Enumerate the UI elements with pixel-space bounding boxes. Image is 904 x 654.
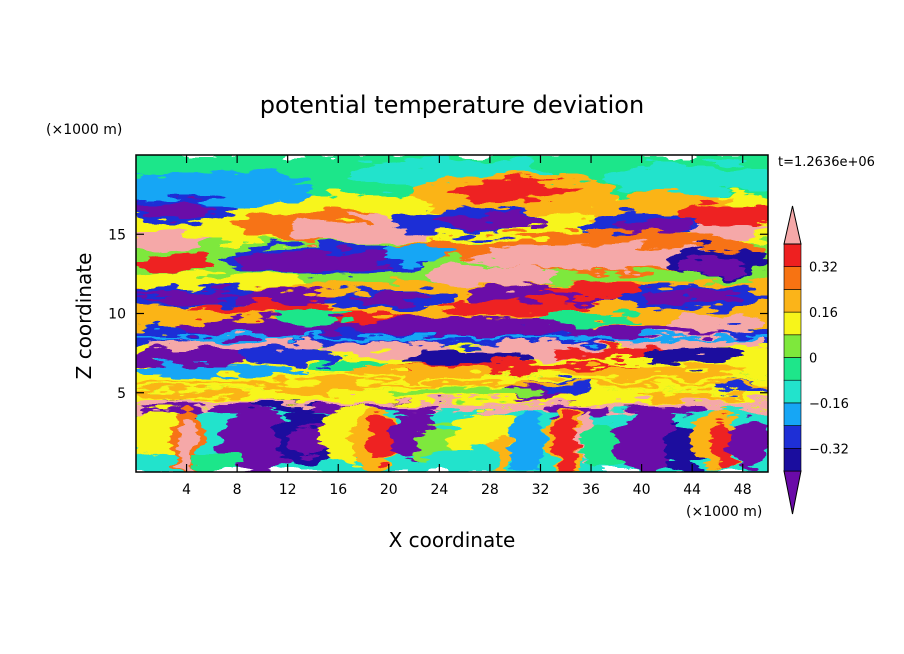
x-tick-label: 20 — [380, 482, 398, 498]
field-blob — [616, 219, 693, 234]
colorbar-label: 0.16 — [809, 306, 838, 321]
field-blob — [666, 315, 768, 331]
y-tick-label: 15 — [108, 227, 126, 243]
field-blob — [578, 424, 629, 469]
field-stratum — [136, 401, 768, 406]
field-blob — [508, 411, 547, 469]
field-blob — [439, 299, 592, 316]
field-blob — [401, 349, 528, 366]
x-tick-label: 36 — [582, 482, 600, 498]
field-blob — [286, 419, 327, 455]
field-blob — [540, 311, 642, 325]
x-tick-label: 32 — [532, 482, 550, 498]
field-blob — [136, 170, 313, 209]
field-blob — [136, 348, 250, 368]
field-blob — [641, 288, 743, 304]
field-blob — [275, 310, 351, 324]
field-blob — [603, 162, 768, 195]
field-blob — [711, 418, 737, 469]
colorbar-bin — [783, 334, 802, 358]
colorbar-bin — [783, 311, 802, 336]
field-blob — [325, 341, 452, 356]
y-tick-label: 10 — [108, 307, 126, 323]
field-blob — [641, 391, 743, 401]
colorbar-bin — [783, 289, 802, 313]
field-blob — [173, 318, 351, 338]
field-blob — [376, 245, 452, 262]
colorbar-bin — [783, 425, 802, 449]
field-blob — [192, 452, 244, 472]
field-blob — [641, 348, 743, 365]
field-blob — [136, 203, 219, 218]
colorbar-bin — [783, 402, 802, 426]
field-blob — [540, 366, 743, 378]
y-tick-label: 5 — [117, 386, 126, 402]
x-tick-label: 28 — [481, 482, 499, 498]
field-blob — [136, 253, 212, 273]
y-axis-ticks: 5 10 15 — [108, 227, 768, 402]
x-tick-label: 12 — [279, 482, 297, 498]
field-stratum — [136, 381, 768, 386]
x-tick-label: 44 — [683, 482, 701, 498]
field-blob — [433, 213, 547, 233]
field-blob — [540, 378, 592, 395]
x-tick-label: 4 — [182, 482, 191, 498]
field-blob — [178, 414, 195, 472]
field-band — [136, 405, 768, 412]
x-tick-label: 24 — [430, 482, 448, 498]
field-blob — [464, 243, 718, 270]
field-blob — [675, 256, 747, 276]
chart-title: potential temperature deviation — [260, 91, 644, 119]
colorbar-label: −0.16 — [809, 397, 849, 412]
colorbar-bin — [783, 379, 802, 404]
heatmap-field — [136, 155, 768, 472]
field-blob — [554, 411, 578, 472]
field-blob — [237, 289, 339, 306]
field-blob — [136, 365, 313, 377]
time-label: t=1.2636e+06 — [778, 155, 875, 170]
field-blob — [452, 178, 579, 201]
field-blob — [136, 289, 238, 303]
field-blob — [338, 316, 592, 336]
field-blob — [540, 281, 642, 298]
field-blob — [692, 223, 768, 240]
colorbar-label: 0.32 — [809, 261, 838, 276]
colorbar: 0.32 0.16 0 −0.16 −0.32 — [783, 205, 849, 515]
x-tick-label: 8 — [233, 482, 242, 498]
field-blob — [679, 202, 768, 228]
field-blob — [211, 402, 263, 415]
x-tick-label: 16 — [329, 482, 347, 498]
colorbar-bin — [783, 447, 802, 472]
x-tick-label: 48 — [734, 482, 752, 498]
x-tick-label: 40 — [633, 482, 651, 498]
field-blob — [237, 348, 339, 365]
colorbar-bin — [783, 243, 802, 268]
y-axis-label: Z coordinate — [72, 253, 96, 380]
field-blob — [237, 250, 389, 273]
x-axis-ticks: 4 8 12 16 20 24 28 32 36 40 44 48 — [182, 155, 752, 498]
field-blob — [426, 265, 554, 285]
colorbar-bin — [783, 266, 802, 290]
field-blob — [350, 292, 427, 304]
colorbar-extend-low — [783, 470, 802, 515]
field-blob — [338, 365, 490, 379]
colorbar-extend-high — [783, 205, 802, 245]
field-blob — [136, 232, 212, 249]
colorbar-label: −0.32 — [809, 442, 849, 457]
x-axis-label: X coordinate — [389, 528, 516, 552]
field-blob — [136, 389, 250, 400]
field-stratum — [136, 336, 768, 341]
field-blob — [730, 418, 768, 469]
x-unit-label: (×1000 m) — [686, 504, 762, 520]
field-blob — [312, 359, 389, 369]
field-blob — [136, 272, 301, 292]
colorbar-bin — [783, 357, 802, 381]
colorbar-label: 0 — [809, 352, 817, 367]
field-blob — [388, 387, 541, 399]
field-blob — [426, 448, 503, 471]
y-unit-label: (×1000 m) — [46, 122, 122, 138]
